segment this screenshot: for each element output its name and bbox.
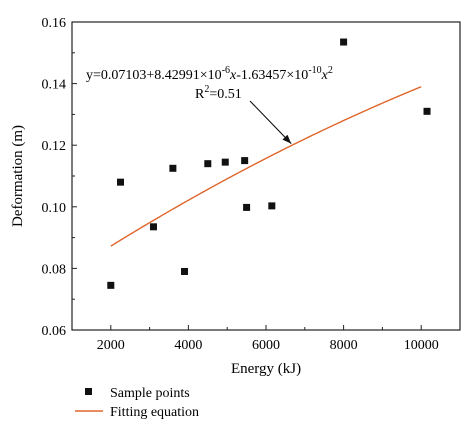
equation-annotation: y=0.07103+8.42991×10-6x-1.63457×10-10x2 [86,65,333,83]
x-axis-ticks: 2000 4000 6000 8000 10000 [71,325,461,353]
data-point [107,281,115,289]
r-squared-annotation: R2=0.51 [195,84,242,102]
x-tick-label: 10000 [404,338,439,353]
x-tick-label: 6000 [252,338,280,353]
sample-points [107,38,431,289]
x-tick-label: 8000 [330,338,358,353]
x-tick-label: 2000 [97,338,125,353]
y-axis-ticks: 0.06 0.08 0.10 0.12 0.14 0.16 [42,16,77,339]
legend-label-fitting-equation: Fitting equation [110,405,199,420]
data-point [204,160,212,168]
fitting-curve [110,86,422,247]
data-point [241,157,249,165]
data-point [117,178,124,186]
y-tick-label: 0.14 [42,78,67,93]
y-tick-label: 0.16 [42,16,67,31]
annotation-arrow [249,100,292,145]
legend: Sample points Fitting equation [75,386,199,420]
data-point [169,164,177,172]
data-point [423,107,431,115]
y-tick-label: 0.06 [42,324,67,339]
data-point [221,158,229,166]
x-tick-label: 4000 [174,338,202,353]
legend-label-sample-points: Sample points [110,386,190,401]
data-point [243,203,251,211]
y-tick-label: 0.08 [42,262,67,277]
legend-marker-sample-points [85,388,92,395]
y-tick-label: 0.12 [42,139,67,154]
data-point [340,38,348,46]
y-axis-label: Deformation (m) [10,125,26,227]
data-point [268,202,276,210]
x-axis-label: Energy (kJ) [231,361,301,377]
y-tick-label: 0.10 [42,201,67,216]
data-point [149,223,157,231]
data-point [181,267,189,275]
